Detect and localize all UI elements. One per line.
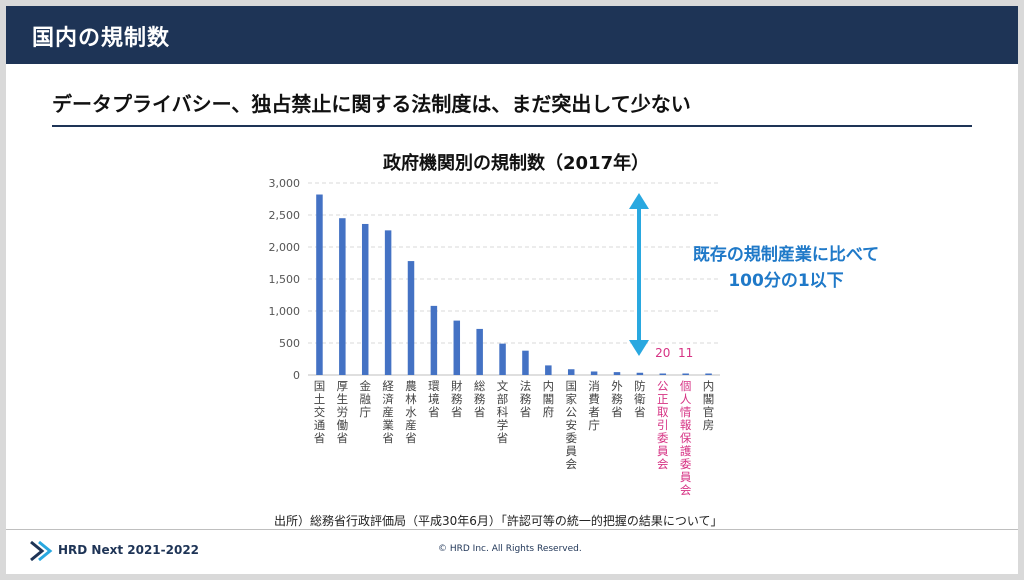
bar xyxy=(613,372,621,375)
y-tick-label: 3,000 xyxy=(269,177,301,190)
bar xyxy=(522,350,529,375)
source-citation: 出所）総務省行政評価局（平成30年6月）「許認可等の統一的把握の結果について」 xyxy=(274,514,723,528)
bar xyxy=(567,369,575,375)
x-tick-label: 国家公安委員会 xyxy=(565,379,577,471)
bar-chart: 0 500 1,000 1,500 2,000 2,500 3,000 国土交通省厚生労働省金… xyxy=(269,177,720,497)
chart-title: 政府機関別の規制数（2017年） xyxy=(383,153,650,174)
bar xyxy=(682,373,689,375)
footer-divider xyxy=(6,529,1018,530)
callout-note: 既存の規制産業に比べて 100分の1以下 xyxy=(666,242,906,294)
x-tick-label: 環境省 xyxy=(428,379,440,419)
x-tick-label: 文部科学省 xyxy=(497,379,509,445)
hrd-logo-icon xyxy=(30,540,53,562)
y-tick-label: 1,500 xyxy=(269,273,301,286)
y-tick-label: 0 xyxy=(293,369,300,382)
x-tick-label: 財務省 xyxy=(451,379,463,419)
x-tick-label: 公正取引委員会 xyxy=(657,379,669,471)
header-bar: 国内の規制数 xyxy=(6,6,1018,64)
x-tick-label: 個人情報保護委員会 xyxy=(680,379,692,497)
slide-title: 国内の規制数 xyxy=(32,26,171,51)
bar xyxy=(499,343,506,375)
x-tick-label: 総務省 xyxy=(474,379,486,419)
data-label: 20 xyxy=(655,346,670,360)
bar xyxy=(659,373,667,375)
bar xyxy=(476,328,483,375)
bar xyxy=(339,218,346,375)
x-tick-label: 防衛省 xyxy=(634,379,646,419)
x-tick-label: 農林水産省 xyxy=(405,379,417,445)
arrow-head-up xyxy=(629,193,649,209)
bar xyxy=(453,320,461,375)
callout-line-2: 100分の1以下 xyxy=(728,271,844,291)
bar xyxy=(430,305,438,375)
y-tick-label: 500 xyxy=(279,337,300,350)
bar xyxy=(384,230,392,375)
x-tick-label: 内閣府 xyxy=(543,379,555,419)
y-tick-label: 1,000 xyxy=(269,305,301,318)
bar xyxy=(590,371,598,375)
footer-brand: HRD Next 2021-2022 xyxy=(58,543,200,557)
slide: 国内の規制数 データプライバシー、独占禁止に関する法制度は、まだ突出して少ない … xyxy=(6,6,1018,574)
bar xyxy=(705,373,712,375)
subtitle-divider xyxy=(52,125,972,127)
x-tick-label: 消費者庁 xyxy=(588,379,600,432)
y-tick-label: 2,500 xyxy=(269,209,301,222)
bar xyxy=(361,223,369,375)
x-tick-label: 国土交通省 xyxy=(314,379,326,445)
x-tick-label: 外務省 xyxy=(611,379,623,419)
bar xyxy=(545,365,552,375)
x-tick-label: 経済産業省 xyxy=(382,379,394,445)
bar xyxy=(316,194,323,375)
bar xyxy=(636,372,644,375)
arrow-head-down xyxy=(629,340,649,356)
callout-line-1: 既存の規制産業に比べて xyxy=(692,245,880,265)
x-tick-label: 厚生労働省 xyxy=(337,379,349,445)
y-tick-label: 2,000 xyxy=(269,241,301,254)
bar xyxy=(407,261,415,375)
x-tick-label: 金融庁 xyxy=(359,379,371,419)
x-tick-label: 内閣官房 xyxy=(703,379,715,432)
footer-copyright: © HRD Inc. All Rights Reserved. xyxy=(438,544,582,554)
data-label: 11 xyxy=(678,346,693,360)
x-tick-label: 法務省 xyxy=(520,379,532,419)
slide-subtitle: データプライバシー、独占禁止に関する法制度は、まだ突出して少ない xyxy=(52,92,691,116)
